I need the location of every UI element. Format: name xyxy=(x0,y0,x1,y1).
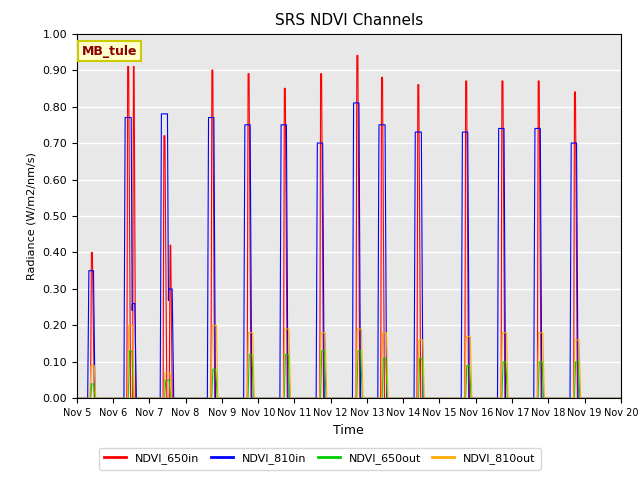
Title: SRS NDVI Channels: SRS NDVI Channels xyxy=(275,13,423,28)
NDVI_810out xyxy=(422,396,430,401)
NDVI_810in xyxy=(349,100,357,106)
X-axis label: Time: Time xyxy=(333,424,364,437)
NDVI_650in xyxy=(582,396,589,401)
NDVI_650out xyxy=(617,396,625,401)
NDVI_650in xyxy=(209,67,216,73)
Y-axis label: Radiance (W/m2/nm/s): Radiance (W/m2/nm/s) xyxy=(27,152,36,280)
NDVI_650in xyxy=(353,53,360,59)
NDVI_810in xyxy=(209,115,216,120)
NDVI_810out xyxy=(617,396,625,401)
NDVI_810out xyxy=(73,396,81,401)
Legend: NDVI_650in, NDVI_810in, NDVI_650out, NDVI_810out: NDVI_650in, NDVI_810in, NDVI_650out, NDV… xyxy=(99,448,541,469)
Line: NDVI_650in: NDVI_650in xyxy=(77,56,621,398)
Text: MB_tule: MB_tule xyxy=(82,45,138,58)
NDVI_650in xyxy=(330,396,338,401)
Line: NDVI_810out: NDVI_810out xyxy=(77,325,621,398)
Line: NDVI_650out: NDVI_650out xyxy=(77,351,621,398)
NDVI_650out xyxy=(582,396,589,401)
NDVI_810in xyxy=(422,396,430,401)
NDVI_810out xyxy=(209,323,216,328)
NDVI_650in xyxy=(73,396,81,401)
NDVI_810out xyxy=(582,396,589,401)
NDVI_650in xyxy=(617,396,625,401)
NDVI_650in xyxy=(422,396,430,401)
NDVI_650in xyxy=(402,396,410,401)
NDVI_810in xyxy=(582,396,589,401)
NDVI_810in xyxy=(402,396,410,401)
NDVI_810in xyxy=(73,396,81,401)
NDVI_650out xyxy=(463,372,470,378)
NDVI_650out xyxy=(73,396,81,401)
NDVI_810in xyxy=(463,129,470,135)
NDVI_650out xyxy=(402,396,410,401)
NDVI_810out xyxy=(125,323,132,328)
Line: NDVI_810in: NDVI_810in xyxy=(77,103,621,398)
NDVI_810in xyxy=(330,396,338,401)
NDVI_810out xyxy=(463,334,470,339)
NDVI_650in xyxy=(463,78,470,84)
NDVI_810in xyxy=(617,396,625,401)
NDVI_650out xyxy=(422,396,430,401)
NDVI_650out xyxy=(209,377,216,383)
NDVI_650out xyxy=(330,396,338,401)
NDVI_810out xyxy=(330,396,338,401)
NDVI_810out xyxy=(402,396,410,401)
NDVI_650out xyxy=(125,348,133,354)
